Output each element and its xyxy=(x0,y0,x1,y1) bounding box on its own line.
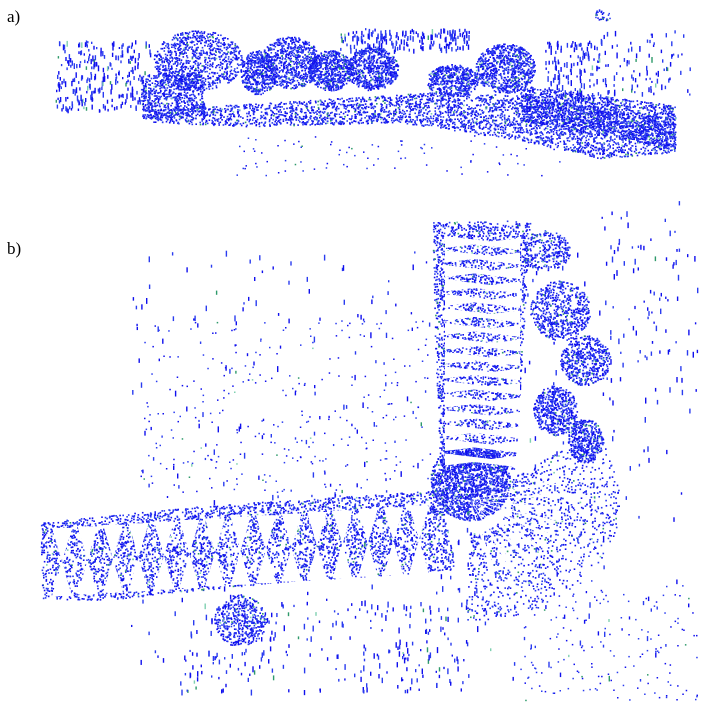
panel-b-label: b) xyxy=(7,240,21,257)
panel-b-point-cloud xyxy=(40,201,699,702)
panel-a-label: a) xyxy=(7,8,20,25)
panel-a-point-cloud xyxy=(55,9,691,177)
